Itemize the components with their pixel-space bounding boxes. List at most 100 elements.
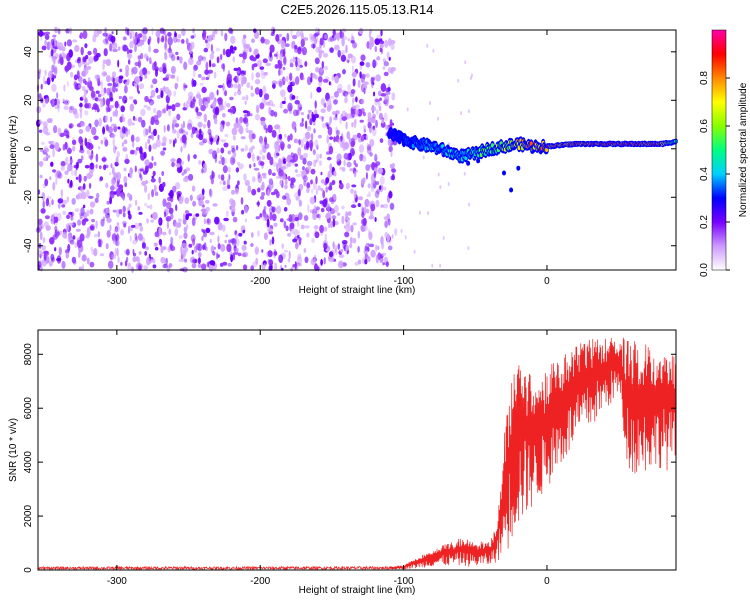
noise-speckle bbox=[374, 157, 377, 162]
noise-speckle bbox=[470, 73, 473, 78]
noise-speckle bbox=[329, 136, 333, 140]
noise-speckle bbox=[128, 49, 133, 53]
noise-speckle bbox=[182, 213, 186, 221]
noise-speckle bbox=[243, 113, 249, 118]
noise-speckle bbox=[214, 117, 218, 125]
noise-speckle bbox=[175, 204, 178, 212]
noise-speckle bbox=[253, 162, 256, 168]
noise-speckle bbox=[288, 214, 293, 223]
noise-speckle bbox=[269, 212, 273, 221]
noise-speckle bbox=[281, 243, 285, 250]
noise-speckle bbox=[275, 205, 282, 214]
noise-speckle bbox=[185, 131, 189, 136]
noise-speckle bbox=[122, 95, 128, 104]
noise-speckle bbox=[282, 195, 287, 200]
noise-speckle bbox=[147, 138, 151, 145]
noise-speckle bbox=[363, 206, 367, 215]
noise-speckle bbox=[331, 74, 334, 81]
noise-speckle bbox=[85, 125, 91, 132]
noise-speckle bbox=[126, 28, 130, 36]
noise-speckle bbox=[299, 122, 305, 127]
noise-speckle bbox=[368, 228, 371, 237]
noise-speckle bbox=[344, 97, 348, 104]
noise-speckle bbox=[251, 232, 254, 238]
noise-speckle bbox=[296, 109, 300, 116]
noise-speckle bbox=[351, 65, 354, 72]
noise-speckle bbox=[315, 176, 318, 185]
noise-speckle bbox=[114, 108, 118, 117]
noise-speckle bbox=[289, 72, 293, 82]
noise-speckle bbox=[339, 29, 342, 38]
noise-speckle bbox=[208, 148, 214, 155]
noise-speckle bbox=[237, 161, 240, 166]
noise-speckle bbox=[117, 59, 120, 68]
noise-speckle bbox=[58, 203, 61, 209]
noise-speckle bbox=[38, 93, 42, 99]
noise-speckle bbox=[240, 136, 246, 140]
noise-speckle bbox=[84, 103, 90, 109]
noise-speckle bbox=[192, 28, 195, 34]
noise-speckle bbox=[183, 177, 189, 183]
noise-speckle bbox=[341, 205, 345, 210]
noise-speckle bbox=[197, 257, 201, 265]
noise-speckle bbox=[175, 83, 179, 88]
noise-speckle bbox=[306, 187, 310, 194]
noise-speckle bbox=[129, 168, 134, 175]
noise-speckle bbox=[285, 225, 289, 232]
noise-speckle bbox=[257, 230, 260, 237]
noise-speckle bbox=[225, 121, 231, 127]
noise-speckle bbox=[383, 40, 389, 48]
noise-speckle bbox=[52, 75, 57, 79]
noise-speckle bbox=[228, 27, 233, 34]
noise-speckle bbox=[375, 109, 379, 115]
noise-speckle bbox=[360, 108, 365, 114]
noise-speckle bbox=[226, 103, 231, 108]
noise-speckle bbox=[155, 247, 159, 251]
noise-speckle bbox=[280, 40, 286, 48]
noise-speckle bbox=[87, 77, 91, 83]
noise-speckle bbox=[238, 125, 244, 135]
noise-speckle bbox=[153, 61, 157, 68]
noise-speckle bbox=[74, 85, 80, 90]
noise-speckle bbox=[205, 199, 210, 204]
noise-speckle bbox=[127, 210, 131, 216]
noise-speckle bbox=[74, 169, 77, 177]
noise-speckle bbox=[201, 86, 207, 93]
noise-speckle bbox=[57, 28, 61, 35]
noise-speckle bbox=[140, 108, 146, 117]
noise-speckle bbox=[65, 252, 70, 259]
noise-speckle bbox=[257, 187, 261, 193]
noise-speckle bbox=[312, 73, 316, 79]
noise-speckle bbox=[112, 77, 115, 84]
noise-speckle bbox=[83, 218, 89, 222]
noise-speckle bbox=[284, 184, 288, 190]
noise-speckle bbox=[161, 246, 167, 251]
noise-speckle bbox=[120, 229, 125, 236]
noise-speckle bbox=[77, 158, 83, 164]
noise-speckle bbox=[193, 64, 198, 71]
noise-speckle bbox=[307, 204, 310, 213]
noise-speckle bbox=[287, 102, 293, 112]
noise-speckle bbox=[174, 137, 177, 144]
noise-speckle bbox=[329, 47, 334, 53]
noise-speckle bbox=[220, 120, 226, 125]
noise-speckle bbox=[160, 90, 164, 98]
noise-speckle bbox=[44, 215, 50, 220]
noise-speckle bbox=[98, 146, 101, 150]
noise-speckle bbox=[300, 38, 305, 48]
noise-speckle bbox=[357, 203, 361, 207]
spectrogram-x-ticks: -300 -200 -100 0 bbox=[107, 30, 550, 287]
noise-speckle bbox=[121, 136, 124, 140]
noise-speckle bbox=[181, 134, 187, 144]
noise-speckle bbox=[379, 97, 382, 101]
noise-speckle bbox=[78, 136, 83, 144]
noise-speckle bbox=[151, 133, 154, 141]
noise-speckle bbox=[289, 81, 296, 87]
noise-speckle bbox=[255, 72, 261, 78]
noise-speckle bbox=[211, 63, 216, 68]
noise-speckle bbox=[132, 66, 138, 75]
noise-speckle bbox=[339, 180, 342, 184]
noise-speckle bbox=[192, 96, 196, 105]
noise-speckle bbox=[311, 114, 316, 122]
noise-speckle bbox=[191, 126, 196, 135]
